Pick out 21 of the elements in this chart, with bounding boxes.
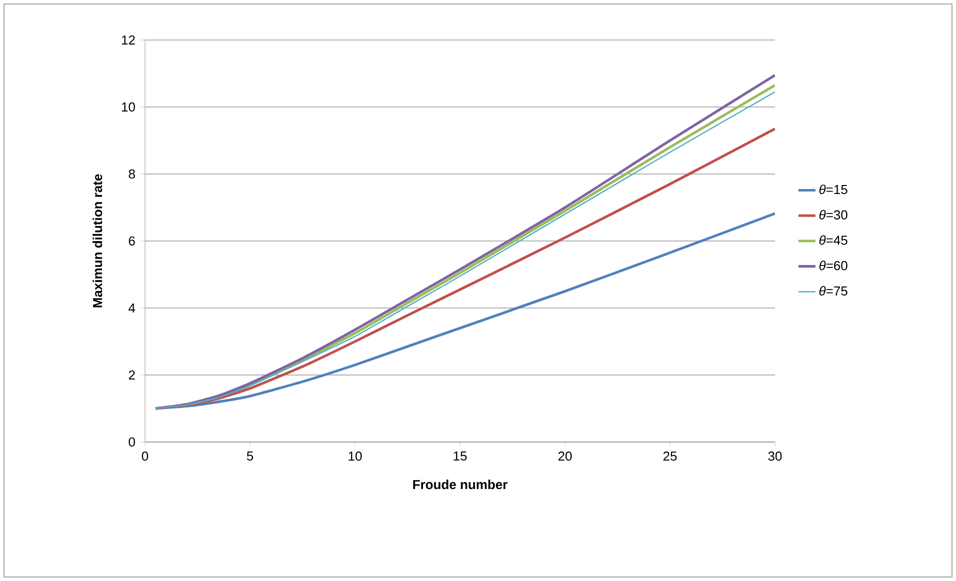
legend-label: θ=15 xyxy=(819,184,848,194)
x-tick-label: 0 xyxy=(142,452,148,461)
x-tick-label: 25 xyxy=(663,452,677,461)
x-tick-label: 30 xyxy=(768,452,782,461)
y-tick-label: 10 xyxy=(122,102,135,112)
x-tick-label: 20 xyxy=(558,452,572,461)
y-tick-label: 2 xyxy=(128,370,135,380)
x-axis-title: Froude number xyxy=(413,480,508,490)
y-tick-label: 4 xyxy=(128,304,136,312)
x-tick-label: 5 xyxy=(246,452,254,461)
y-tick-label: 8 xyxy=(128,169,135,179)
legend-label: θ=60 xyxy=(819,260,848,270)
legend-label: θ=75 xyxy=(819,286,848,296)
y-tick-label: 6 xyxy=(128,236,135,246)
x-tick-label: 15 xyxy=(454,452,467,461)
legend-label: θ=30 xyxy=(819,210,848,220)
y-tick-label: 12 xyxy=(122,35,135,45)
y-tick-label: 0 xyxy=(128,437,135,447)
legend-label: θ=45 xyxy=(819,235,848,245)
y-axis-title: Maximun dilution rate xyxy=(92,174,102,308)
x-tick-label: 10 xyxy=(348,452,362,461)
